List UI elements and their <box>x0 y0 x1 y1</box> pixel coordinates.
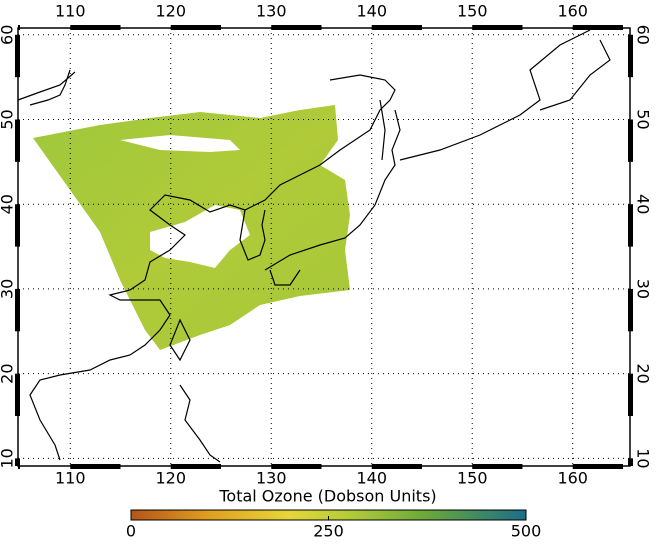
colorbar-tick-label: 0 <box>126 522 136 541</box>
x-tick-label-top: 150 <box>457 2 488 21</box>
ozone-field <box>33 105 350 350</box>
x-tick-label-bottom: 130 <box>256 469 287 488</box>
x-tick-label-top: 130 <box>256 2 287 21</box>
y-tick-label-right: 40 <box>634 194 653 214</box>
y-tick-label-right: 30 <box>634 279 653 299</box>
y-tick-label-left: 60 <box>0 25 17 45</box>
x-tick-label-bottom: 160 <box>557 469 588 488</box>
x-tick-label-top: 120 <box>155 2 186 21</box>
map-frame <box>17 27 631 467</box>
y-tick-label-left: 20 <box>0 363 17 383</box>
colorbar-tick-label: 500 <box>511 522 542 541</box>
colorbar-title: Total Ozone (Dobson Units) <box>218 487 436 506</box>
x-tick-label-bottom: 110 <box>55 469 86 488</box>
coastlines <box>17 29 611 463</box>
y-tick-label-left: 10 <box>0 448 17 468</box>
y-tick-label-right: 50 <box>634 109 653 129</box>
x-tick-label-bottom: 140 <box>356 469 387 488</box>
x-tick-label-bottom: 150 <box>457 469 488 488</box>
x-tick-label-bottom: 120 <box>155 469 186 488</box>
x-tick-label-top: 140 <box>356 2 387 21</box>
y-tick-label-right: 20 <box>634 363 653 383</box>
x-tick-label-top: 110 <box>55 2 86 21</box>
x-tick-label-top: 160 <box>557 2 588 21</box>
y-tick-label-right: 10 <box>634 448 653 468</box>
y-tick-label-left: 50 <box>0 109 17 129</box>
y-tick-label-right: 60 <box>634 25 653 45</box>
colorbar-tick-label: 250 <box>313 522 344 541</box>
y-tick-label-left: 40 <box>0 194 17 214</box>
y-tick-label-left: 30 <box>0 279 17 299</box>
